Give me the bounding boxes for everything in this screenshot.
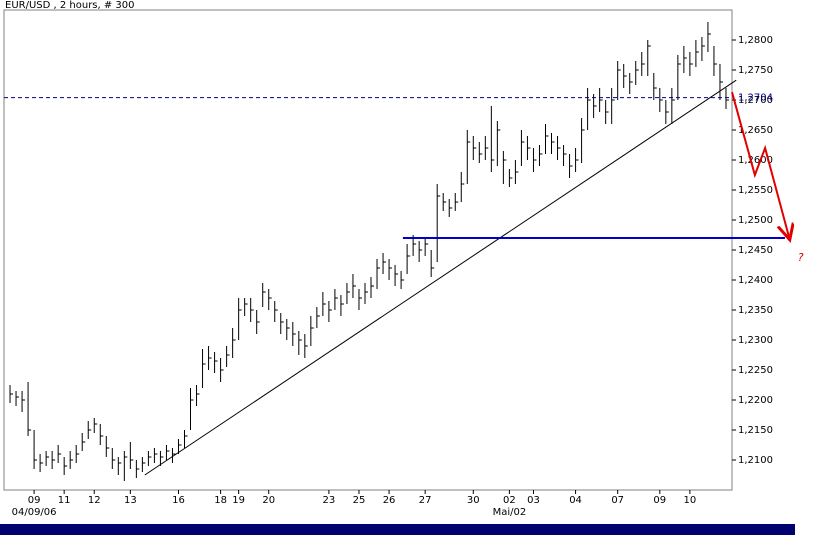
x-tick-label: 27 <box>419 495 432 506</box>
y-tick-label: 1,2550 <box>738 185 773 196</box>
plot-area <box>3 9 733 491</box>
x-tick-label: 26 <box>383 495 396 506</box>
x-tick-label: 03 <box>527 495 540 506</box>
trendline <box>144 79 737 476</box>
y-tick-label: 1,2150 <box>738 425 773 436</box>
y-tick-label: 1,2500 <box>738 215 773 226</box>
y-tick-label: 1,2600 <box>738 155 773 166</box>
x-tick-label: 11 <box>58 495 71 506</box>
x-tick-label: 09 <box>653 495 666 506</box>
y-tick-label: 1,2800 <box>738 35 773 46</box>
x-tick-label: 16 <box>172 495 185 506</box>
y-tick-label: 1,2200 <box>738 395 773 406</box>
x-tick-label: 19 <box>232 495 245 506</box>
annotation: ? <box>798 251 804 264</box>
x-tick-label: 09 <box>28 495 41 506</box>
x-tick-label: 23 <box>323 495 336 506</box>
y-tick-label: 1,2100 <box>738 455 773 466</box>
x-tick-label: 13 <box>124 495 137 506</box>
x-tick-label: 02 <box>503 495 516 506</box>
projection <box>731 91 790 240</box>
y-tick-label: 1,2250 <box>738 365 773 376</box>
chart-title: EUR/USD , 2 hours, # 300 <box>5 0 135 11</box>
x-tick-label: 18 <box>214 495 227 506</box>
x-tick-label-secondary: Mai/02 <box>493 507 527 518</box>
x-tick-label: 25 <box>353 495 366 506</box>
reference-label: 1,2704 <box>738 93 773 104</box>
y-tick-label: 1,2650 <box>738 125 773 136</box>
y-tick-label: 1,2750 <box>738 65 773 76</box>
y-tick-label: 1,2300 <box>738 335 773 346</box>
y-tick-label: 1,2450 <box>738 245 773 256</box>
x-tick-label: 12 <box>88 495 101 506</box>
x-tick-label: 20 <box>262 495 275 506</box>
y-tick-label: 1,2350 <box>738 305 773 316</box>
x-tick-label: 07 <box>611 495 624 506</box>
y-tick-label: 1,2400 <box>738 275 773 286</box>
status-strip <box>0 524 795 535</box>
x-tick-label: 10 <box>684 495 697 506</box>
x-tick-label: 04 <box>569 495 582 506</box>
y-tick-label: 1,2700 <box>738 95 773 106</box>
x-tick-label: 30 <box>467 495 480 506</box>
x-tick-label-secondary: 04/09/06 <box>12 507 57 518</box>
